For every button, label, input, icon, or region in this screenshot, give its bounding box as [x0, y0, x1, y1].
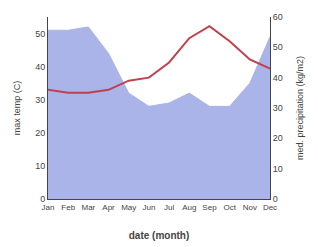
svg-text:30: 30: [35, 95, 45, 105]
svg-text:max temp (C): max temp (C): [12, 81, 22, 136]
svg-text:Dec: Dec: [263, 203, 277, 212]
svg-text:60: 60: [273, 12, 283, 22]
svg-text:30: 30: [273, 103, 283, 113]
svg-text:0: 0: [273, 194, 278, 204]
svg-text:Jun: Jun: [142, 203, 155, 212]
svg-text:May: May: [121, 203, 136, 212]
svg-text:med. precipitation (kg/m2): med. precipitation (kg/m2): [295, 56, 305, 160]
svg-text:Mar: Mar: [81, 203, 95, 212]
svg-text:40: 40: [273, 73, 283, 83]
svg-text:Apr: Apr: [102, 203, 115, 212]
svg-text:date (month): date (month): [129, 230, 190, 241]
svg-text:50: 50: [273, 42, 283, 52]
svg-text:Oct: Oct: [223, 203, 236, 212]
svg-text:Feb: Feb: [61, 203, 75, 212]
svg-text:20: 20: [273, 133, 283, 143]
svg-text:Jan: Jan: [42, 203, 55, 212]
svg-text:40: 40: [35, 62, 45, 72]
svg-text:0: 0: [40, 194, 45, 204]
svg-text:Nov: Nov: [243, 203, 257, 212]
svg-text:20: 20: [35, 128, 45, 138]
svg-text:10: 10: [35, 161, 45, 171]
svg-text:50: 50: [35, 29, 45, 39]
svg-text:Jul: Jul: [164, 203, 174, 212]
svg-text:Aug: Aug: [182, 203, 196, 212]
svg-text:Sep: Sep: [202, 203, 217, 212]
svg-text:10: 10: [273, 164, 283, 174]
